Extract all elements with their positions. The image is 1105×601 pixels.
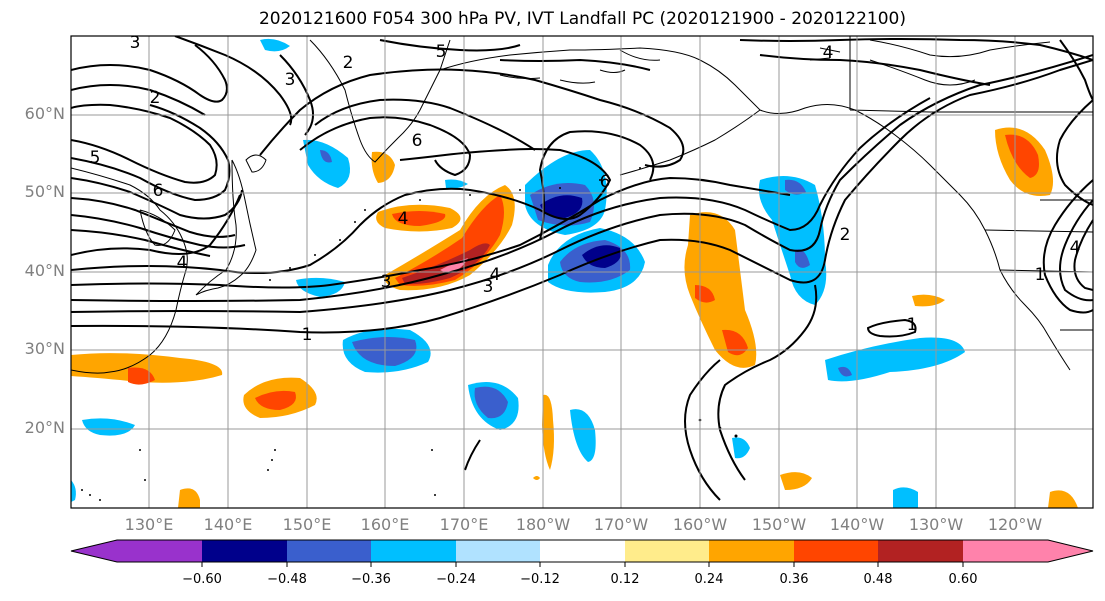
colorbar	[70, 539, 1094, 567]
contour-label: 4	[490, 265, 501, 285]
lat-label-50n: 50°N	[24, 182, 65, 201]
map-border	[70, 35, 1094, 509]
contour-label: 2	[343, 53, 354, 73]
lon-label: 140°W	[829, 515, 885, 534]
colorbar-tick-label: 0.24	[694, 572, 724, 587]
lon-label: 180°W	[515, 515, 571, 534]
contour-label: 4	[1070, 238, 1081, 258]
lat-label-20n: 20°N	[24, 418, 65, 437]
gridlines	[71, 36, 1093, 508]
colorbar-tick-label: −0.48	[267, 572, 307, 587]
contour-label: 2	[840, 225, 851, 245]
lon-label: 130°W	[908, 515, 964, 534]
map-title: 2020121600 F054 300 hPa PV, IVT Landfall…	[258, 9, 906, 29]
contour-label: 1	[907, 315, 918, 335]
colorbar-tick-label: −0.60	[182, 572, 222, 587]
colorbar-tick-label: 0.36	[779, 572, 809, 587]
contour-label: 2	[150, 88, 161, 108]
colorbar-extend-low	[71, 540, 117, 562]
colorbar-tick-label: 0.12	[610, 572, 640, 587]
contour-label: 5	[90, 148, 101, 168]
lon-label: 120°W	[987, 515, 1043, 534]
contour-label: 5	[436, 42, 447, 62]
pv-contours	[71, 36, 1093, 501]
colorbar-tick-label: −0.24	[436, 572, 476, 587]
contour-label: 6	[600, 172, 611, 192]
contour-label: 1	[1035, 265, 1046, 285]
colorbar-tick-label: 0.60	[948, 572, 978, 587]
lon-label: 150°W	[751, 515, 807, 534]
contour-label: 1	[302, 325, 313, 345]
colorbar-tick-label: 0.48	[863, 572, 893, 587]
lon-label: 160°W	[672, 515, 728, 534]
coastlines	[71, 36, 1093, 374]
contour-label: 4	[823, 43, 834, 63]
colorbar-tick-label: −0.36	[351, 572, 391, 587]
lon-label: 170°E	[439, 515, 489, 534]
lon-label: 130°E	[124, 515, 174, 534]
lon-label: 170°W	[593, 515, 649, 534]
contour-label: 3	[381, 272, 392, 292]
colorbar-extend-high	[1048, 540, 1093, 562]
lat-label-60n: 60°N	[24, 104, 65, 123]
contour-label: 3	[483, 277, 494, 297]
lat-label-40n: 40°N	[24, 261, 65, 280]
lat-label-30n: 30°N	[24, 339, 65, 358]
lon-label: 150°E	[282, 515, 332, 534]
contour-label: 6	[412, 131, 423, 151]
contour-label: 3	[285, 70, 296, 90]
lon-label: 160°E	[360, 515, 410, 534]
contour-label: 4	[177, 253, 188, 273]
lon-label: 140°E	[203, 515, 253, 534]
contour-label: 4	[398, 209, 409, 229]
contour-label: 6	[153, 181, 164, 201]
contour-label: 3	[130, 33, 141, 53]
colorbar-tick-label: −0.12	[520, 572, 560, 587]
